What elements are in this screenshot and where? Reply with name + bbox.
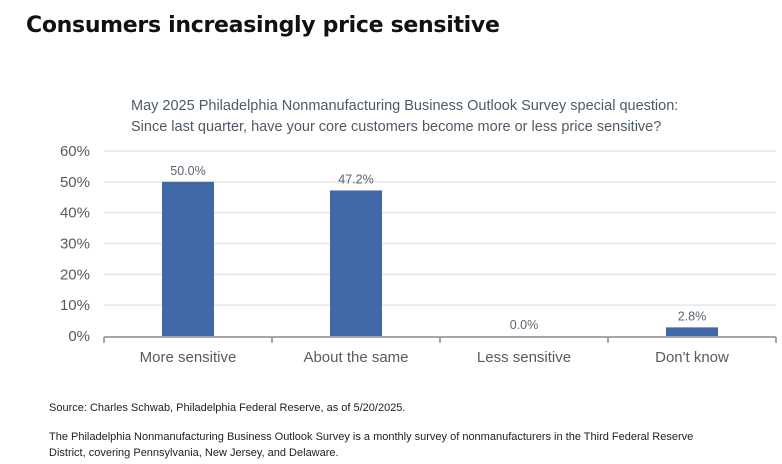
y-tick-label: 10% — [60, 297, 90, 314]
footnote-line-2: District, covering Pennsylvania, New Jer… — [49, 447, 339, 459]
y-tick-label: 50% — [60, 174, 90, 191]
y-tick-label: 60% — [60, 143, 90, 160]
x-category-label: Less sensitive — [477, 349, 571, 366]
chart-subtitle-line-2: Since last quarter, have your core custo… — [131, 119, 661, 135]
x-category-label: Don't know — [655, 349, 729, 366]
bar — [162, 181, 214, 336]
footnote-line-1: The Philadelphia Nonmanufacturing Busine… — [49, 431, 694, 443]
y-tick-label: 40% — [60, 205, 90, 222]
x-category-label: More sensitive — [140, 349, 237, 366]
y-tick-label: 20% — [60, 266, 90, 283]
bar — [330, 190, 382, 336]
data-label: 47.2% — [338, 172, 373, 186]
source-note: Source: Charles Schwab, Philadelphia Fed… — [49, 402, 406, 414]
data-label: 50.0% — [170, 164, 205, 178]
bar-chart: May 2025 Philadelphia Nonmanufacturing B… — [60, 98, 777, 366]
page-title: Consumers increasingly price sensitive — [26, 13, 500, 38]
x-category-label: About the same — [303, 349, 408, 366]
y-tick-label: 30% — [60, 236, 90, 253]
chart-subtitle-line-1: May 2025 Philadelphia Nonmanufacturing B… — [131, 98, 678, 114]
data-label: 2.8% — [678, 309, 707, 323]
bar — [666, 327, 718, 336]
data-label: 0.0% — [510, 318, 539, 332]
y-tick-label: 0% — [68, 328, 90, 345]
